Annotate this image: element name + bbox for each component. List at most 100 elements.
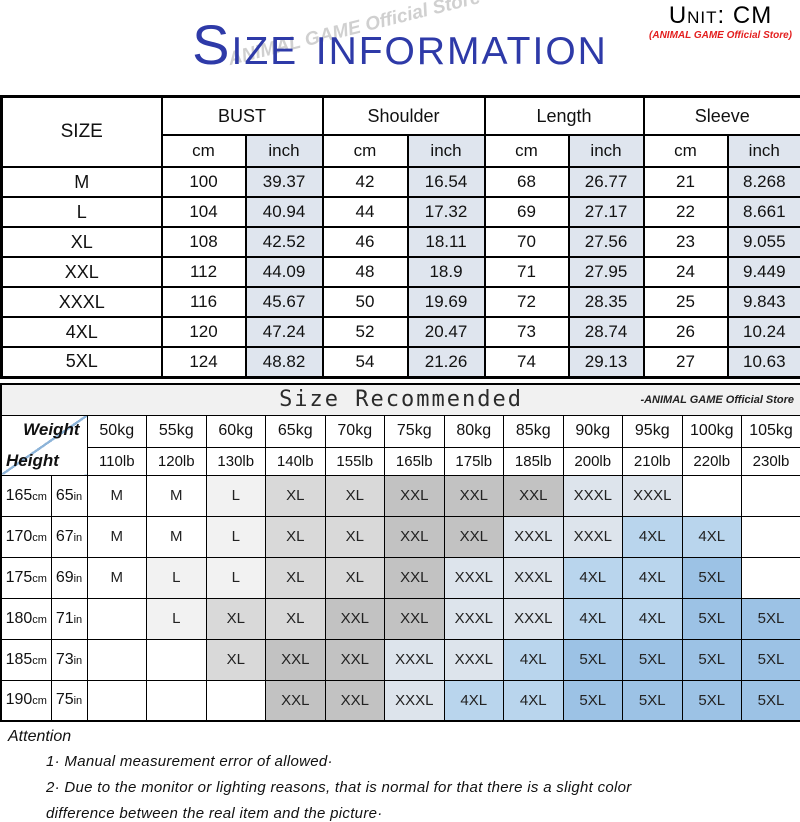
rec-cell: 4XL xyxy=(623,598,683,639)
size-cell: 26 xyxy=(644,317,728,347)
size-table-corner: SIZE xyxy=(2,97,162,168)
unit-label: Unit: CM xyxy=(649,2,792,30)
size-cell: 8.268 xyxy=(728,167,800,197)
rec-cell: XXL xyxy=(266,680,326,721)
attention-line-1: 1· Manual measurement error of allowed· xyxy=(46,753,800,770)
rec-cell: M xyxy=(87,475,147,516)
size-cell: 120 xyxy=(162,317,246,347)
size-recommended-table: Size Recommended -ANIMAL GAME Official S… xyxy=(0,383,800,723)
size-cell: 10.24 xyxy=(728,317,800,347)
weight-kg-header: 50kg xyxy=(87,415,147,447)
size-cell: 18.9 xyxy=(408,257,485,287)
rec-cell: XXL xyxy=(385,557,445,598)
size-cell: 70 xyxy=(485,227,569,257)
size-cell: 50 xyxy=(323,287,408,317)
size-label: 4XL xyxy=(2,317,162,347)
rec-cell: XXL xyxy=(385,516,445,557)
size-row-5xl: 5XL 124 48.82 54 21.26 74 29.13 27 10.63 xyxy=(2,347,800,377)
rec-cell: 5XL xyxy=(742,598,800,639)
subheader-inch: inch xyxy=(728,135,800,167)
rec-cell: XXL xyxy=(325,680,385,721)
rec-row-185: 185cm 73in XL XXL XXL XXXL XXXL 4XL 5XL … xyxy=(1,639,800,680)
weight-kg-header: 80kg xyxy=(444,415,504,447)
rec-cell xyxy=(742,475,800,516)
rec-cell: XXL xyxy=(504,475,564,516)
rec-cell: XXL xyxy=(385,475,445,516)
rec-cell: M xyxy=(147,475,207,516)
height-cm-cell: 180cm xyxy=(1,598,51,639)
height-in-cell: 71in xyxy=(51,598,87,639)
size-label: XXL xyxy=(2,257,162,287)
size-row-xxl: XXL 112 44.09 48 18.9 71 27.95 24 9.449 xyxy=(2,257,800,287)
size-cell: 69 xyxy=(485,197,569,227)
size-row-xl: XL 108 42.52 46 18.11 70 27.56 23 9.055 xyxy=(2,227,800,257)
size-cell: 44 xyxy=(323,197,408,227)
subheader-cm: cm xyxy=(644,135,728,167)
size-cell: 27.95 xyxy=(569,257,644,287)
size-cell: 16.54 xyxy=(408,167,485,197)
rec-cell: M xyxy=(147,516,207,557)
rec-cell: 5XL xyxy=(682,639,742,680)
size-cell: 104 xyxy=(162,197,246,227)
rec-cell: XXXL xyxy=(444,639,504,680)
size-cell: 20.47 xyxy=(408,317,485,347)
size-label: XL xyxy=(2,227,162,257)
subheader-cm: cm xyxy=(162,135,246,167)
size-cell: 39.37 xyxy=(246,167,323,197)
rec-cell: XXL xyxy=(444,475,504,516)
rec-cell: M xyxy=(87,557,147,598)
rec-title-cell: Size Recommended -ANIMAL GAME Official S… xyxy=(1,384,800,416)
weight-lb-header: 185lb xyxy=(504,447,564,475)
weight-lb-header: 155lb xyxy=(325,447,385,475)
rec-cell: 5XL xyxy=(563,680,623,721)
weight-lb-header: 130lb xyxy=(206,447,266,475)
weight-kg-header: 105kg xyxy=(742,415,800,447)
rec-cell: XL xyxy=(266,598,326,639)
weight-lb-header: 110lb xyxy=(87,447,147,475)
attention-line-2: 2· Due to the monitor or lighting reason… xyxy=(46,779,800,796)
size-cell: 74 xyxy=(485,347,569,377)
size-cell: 21.26 xyxy=(408,347,485,377)
size-cell: 28.74 xyxy=(569,317,644,347)
rec-cell xyxy=(742,516,800,557)
size-cell: 27.56 xyxy=(569,227,644,257)
size-cell: 54 xyxy=(323,347,408,377)
rec-title: Size Recommended xyxy=(279,387,523,412)
col-group-bust: BUST xyxy=(162,97,323,136)
subheader-inch: inch xyxy=(569,135,644,167)
weight-kg-header: 85kg xyxy=(504,415,564,447)
rec-cell: XXXL xyxy=(504,557,564,598)
size-table: SIZE BUST Shoulder Length Sleeve cm inch… xyxy=(0,95,800,379)
height-in-cell: 73in xyxy=(51,639,87,680)
rec-cell: XXXL xyxy=(504,598,564,639)
size-cell: 73 xyxy=(485,317,569,347)
rec-row-190: 190cm 75in XXL XXL XXXL 4XL 4XL 5XL 5XL … xyxy=(1,680,800,721)
weight-lb-header: 140lb xyxy=(266,447,326,475)
rec-row-170: 170cm 67in M M L XL XL XXL XXL XXXL XXXL… xyxy=(1,516,800,557)
unit-box: Unit: CM (ANIMAL GAME Official Store) xyxy=(649,2,792,41)
rec-cell: XL xyxy=(266,475,326,516)
size-cell: 72 xyxy=(485,287,569,317)
subheader-inch: inch xyxy=(246,135,323,167)
rec-cell: 4XL xyxy=(504,639,564,680)
rec-cell: XL xyxy=(325,557,385,598)
rec-cell: XXXL xyxy=(385,639,445,680)
rec-store-label: -ANIMAL GAME Official Store xyxy=(640,394,794,406)
rec-cell: L xyxy=(206,557,266,598)
size-cell: 17.32 xyxy=(408,197,485,227)
size-cell: 116 xyxy=(162,287,246,317)
weight-label: Weight xyxy=(23,420,79,440)
size-row-xxxl: XXXL 116 45.67 50 19.69 72 28.35 25 9.84… xyxy=(2,287,800,317)
size-label: 5XL xyxy=(2,347,162,377)
size-label: XXXL xyxy=(2,287,162,317)
attention-line-3: difference between the real item and the… xyxy=(46,805,800,822)
rec-cell xyxy=(742,557,800,598)
size-cell: 28.35 xyxy=(569,287,644,317)
rec-cell: 4XL xyxy=(444,680,504,721)
height-cm-cell: 170cm xyxy=(1,516,51,557)
rec-cell: 4XL xyxy=(563,557,623,598)
rec-cell: XXXL xyxy=(563,475,623,516)
rec-cell: L xyxy=(206,475,266,516)
height-in-cell: 65in xyxy=(51,475,87,516)
weight-lb-header: 165lb xyxy=(385,447,445,475)
